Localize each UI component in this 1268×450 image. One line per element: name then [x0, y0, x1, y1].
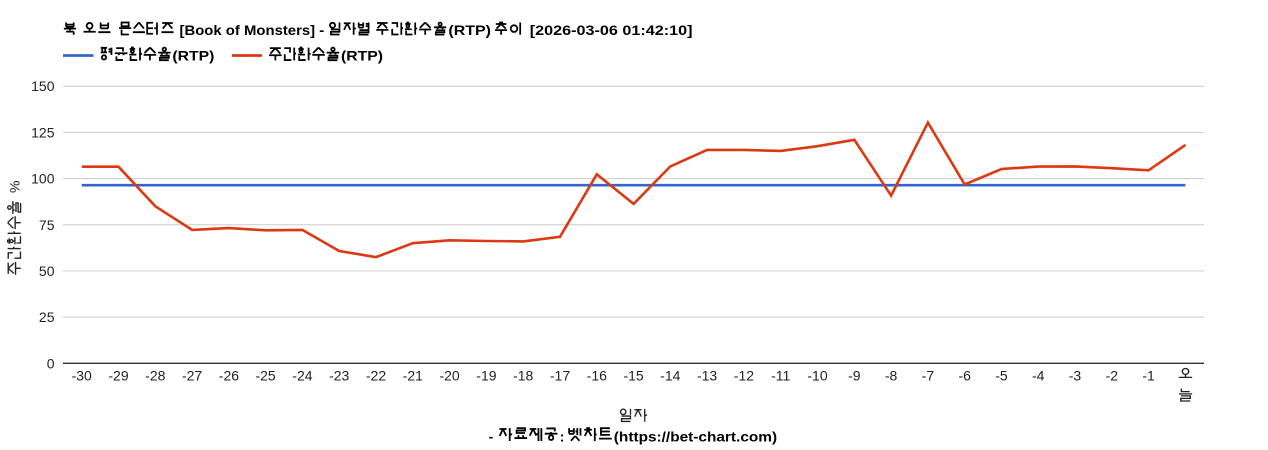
svg-text:-29: -29 [108, 367, 128, 383]
svg-text:[2026-03-06 01:42:10]: [2026-03-06 01:42:10] [530, 22, 693, 38]
svg-text:-21: -21 [403, 367, 423, 383]
svg-text:-3: -3 [1069, 367, 1082, 383]
svg-text:-5: -5 [995, 367, 1008, 383]
svg-text:-10: -10 [807, 367, 827, 383]
svg-text:-11: -11 [771, 367, 790, 383]
svg-text:-15: -15 [623, 367, 643, 383]
svg-text:-7: -7 [922, 367, 935, 383]
svg-text:-17: -17 [550, 367, 570, 383]
svg-text:(RTP): (RTP) [341, 48, 383, 64]
svg-text:-12: -12 [734, 367, 754, 383]
svg-text:-23: -23 [329, 367, 349, 383]
svg-text:75: 75 [39, 217, 55, 233]
svg-text:-13: -13 [697, 367, 717, 383]
svg-text:-20: -20 [439, 367, 459, 383]
svg-text:125: 125 [31, 124, 55, 140]
svg-text:-24: -24 [292, 367, 312, 383]
svg-text:-9: -9 [848, 367, 861, 383]
svg-text:-22: -22 [366, 367, 386, 383]
svg-text:25: 25 [39, 309, 55, 325]
svg-text:0: 0 [47, 355, 55, 371]
svg-text:-25: -25 [255, 367, 275, 383]
svg-text:100: 100 [31, 171, 55, 187]
svg-text:(RTP): (RTP) [448, 22, 491, 38]
svg-text:-: - [489, 428, 494, 444]
svg-text:-8: -8 [885, 367, 898, 383]
svg-text:-16: -16 [587, 367, 607, 383]
svg-text:50: 50 [39, 263, 55, 279]
svg-text:%: % [7, 181, 23, 193]
svg-text:[Book of Monsters] -: [Book of Monsters] - [180, 22, 325, 38]
svg-text:-2: -2 [1106, 367, 1119, 383]
svg-text:150: 150 [31, 78, 55, 94]
svg-text:-30: -30 [72, 367, 92, 383]
svg-text::: : [560, 428, 565, 444]
svg-text:-26: -26 [219, 367, 239, 383]
svg-text:-6: -6 [958, 367, 971, 383]
svg-text:-18: -18 [513, 367, 533, 383]
svg-text:-1: -1 [1142, 367, 1155, 383]
svg-text:-19: -19 [476, 367, 496, 383]
svg-text:(RTP): (RTP) [172, 48, 214, 64]
svg-text:-4: -4 [1032, 367, 1045, 383]
svg-text:-14: -14 [660, 367, 680, 383]
svg-text:(https://bet-chart.com): (https://bet-chart.com) [614, 428, 777, 444]
svg-text:-27: -27 [182, 367, 202, 383]
svg-text:-28: -28 [145, 367, 165, 383]
